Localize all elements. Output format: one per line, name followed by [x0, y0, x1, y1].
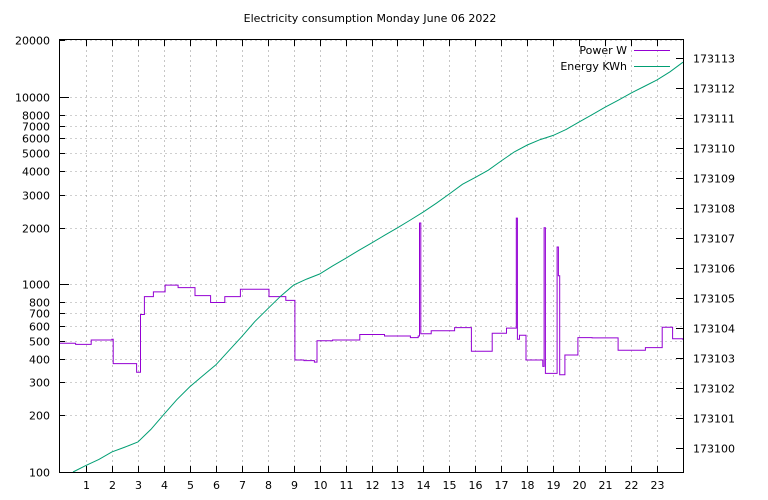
y-tick-label: 700	[29, 308, 50, 321]
series-layer	[60, 61, 684, 473]
series-line-power	[60, 217, 684, 376]
y2-tick-label: 173109	[693, 173, 735, 186]
y-tick-label: 6000	[22, 133, 50, 146]
y2-tick-label: 173102	[693, 383, 735, 396]
y-tick-label: 5000	[22, 148, 50, 161]
y2-tick-label: 173104	[693, 323, 735, 336]
y2-tick-label: 173108	[693, 203, 735, 216]
y2-tick-label: 173105	[693, 293, 735, 306]
x-tick-label: 12	[366, 479, 380, 492]
x-tick-label: 22	[625, 479, 639, 492]
grid	[60, 40, 683, 473]
y2-tick-label: 173106	[693, 263, 735, 276]
x-tick-label: 3	[135, 479, 142, 492]
y-tick-label: 7000	[22, 121, 50, 134]
y-tick-label: 500	[29, 336, 50, 349]
plot-border	[59, 39, 684, 473]
y2-tick-label: 173111	[693, 113, 735, 126]
axes: 1 2 3 4 5 6 7 8 9 10 11 12 13 14 15 16 17 18 19 20 21 22 23100…	[15, 35, 735, 493]
y-tick-label: 100	[29, 467, 50, 480]
y-tick-label: 400	[29, 354, 50, 367]
x-tick-label: 1	[83, 479, 90, 492]
y-tick-label: 10000	[15, 92, 50, 105]
x-tick-label: 23	[651, 479, 665, 492]
x-tick-label: 2	[109, 479, 116, 492]
x-tick-label: 5	[187, 479, 194, 492]
y2-tick-label: 173103	[693, 353, 735, 366]
y-tick-label: 4000	[22, 166, 50, 179]
y-tick-label: 20000	[15, 35, 50, 48]
x-tick-label: 13	[391, 479, 405, 492]
y2-tick-label: 173110	[693, 143, 735, 156]
y-tick-label: 600	[29, 321, 50, 334]
legend-label: Energy KWh	[560, 60, 627, 73]
chart-title: Electricity consumption Monday June 06 2…	[244, 12, 497, 25]
x-tick-label: 7	[239, 479, 246, 492]
x-tick-label: 21	[599, 479, 613, 492]
y-tick-label: 300	[29, 377, 50, 390]
y-tick-label: 800	[29, 297, 50, 310]
x-tick-label: 6	[213, 479, 220, 492]
x-tick-label: 11	[340, 479, 354, 492]
x-tick-label: 18	[521, 479, 535, 492]
x-tick-label: 14	[417, 479, 431, 492]
series-line-energy	[72, 61, 684, 473]
y2-tick-label: 173113	[693, 53, 735, 66]
y2-tick-label: 173112	[693, 83, 735, 96]
y-tick-label: 3000	[22, 190, 50, 203]
x-tick-label: 20	[573, 479, 587, 492]
x-tick-label: 10	[314, 479, 328, 492]
legend-label: Power W	[579, 44, 627, 57]
x-tick-label: 19	[547, 479, 561, 492]
y2-tick-label: 173107	[693, 233, 735, 246]
x-tick-label: 17	[495, 479, 509, 492]
x-tick-label: 9	[291, 479, 298, 492]
x-tick-label: 15	[443, 479, 457, 492]
y-tick-label: 2000	[22, 223, 50, 236]
y2-tick-label: 173100	[693, 443, 735, 456]
y-tick-label: 1000	[22, 279, 50, 292]
x-tick-label: 8	[265, 479, 272, 492]
y-tick-label: 200	[29, 410, 50, 423]
x-tick-label: 4	[161, 479, 168, 492]
y-tick-label: 8000	[22, 110, 50, 123]
x-tick-label: 16	[469, 479, 483, 492]
legend: Power W Energy KWh	[560, 44, 670, 73]
y2-tick-label: 173101	[693, 413, 735, 426]
